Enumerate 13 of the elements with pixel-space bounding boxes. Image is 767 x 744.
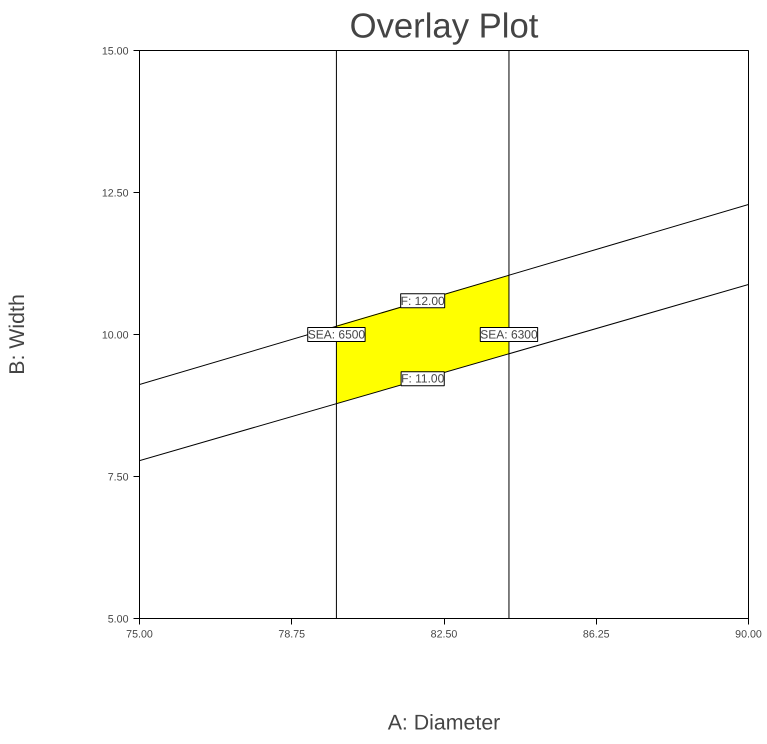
x-axis-title: A: Diameter	[388, 710, 500, 734]
y-tick-label: 15.00	[102, 46, 129, 58]
x-tick-label: 78.75	[278, 628, 306, 640]
x-tick-label: 82.50	[430, 628, 458, 640]
y-tick-label: 5.00	[108, 614, 129, 626]
y-tick-label: 10.00	[102, 330, 129, 342]
x-tick-label: 75.00	[126, 628, 153, 640]
x-tick-label: 86.25	[582, 628, 610, 640]
y-tick-label: 12.50	[102, 188, 129, 200]
y-axis-title: B: Width	[4, 294, 29, 375]
x-tick-label: 90.00	[735, 628, 762, 640]
chart-title: Overlay Plot	[350, 8, 539, 46]
y-tick-label: 7.50	[108, 472, 129, 484]
